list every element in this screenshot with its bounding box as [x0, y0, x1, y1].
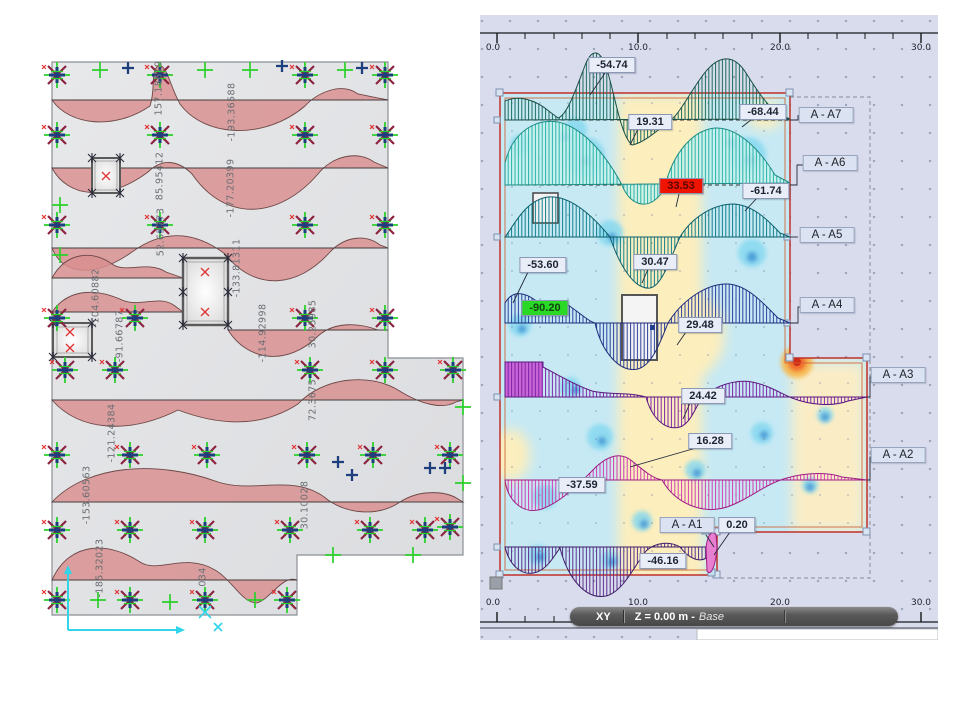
statusbar-divider: [784, 610, 786, 623]
moment-label: 72.3675: [307, 378, 319, 422]
result-value: -54.74: [588, 57, 636, 73]
statusbar-divider: [622, 610, 625, 623]
section-label-A4: A - A4: [799, 297, 855, 313]
result-value: -37.59: [558, 477, 606, 493]
result-value: -68.44: [739, 104, 787, 120]
moment-label-partial: 034: [197, 567, 209, 587]
leader-lines: [512, 72, 872, 556]
slab-openings: [48, 152, 233, 363]
result-value: -61.74: [742, 183, 790, 199]
section-label-A2: A - A2: [870, 447, 926, 463]
diagram-A6: [504, 120, 791, 205]
moment-label: 30.10028: [299, 480, 311, 530]
result-value: 19.31: [628, 114, 672, 130]
diagram-A1-spike: [705, 531, 718, 573]
result-value: 0.20: [718, 517, 756, 533]
diagram-A2: [504, 455, 868, 511]
result-value: 16.28: [688, 433, 732, 449]
selection-dashed-rect: [717, 96, 871, 579]
ruler-top-label: 0.0: [485, 43, 501, 53]
moment-label: -177.20399: [225, 158, 237, 218]
moment-plan-drawing: [40, 58, 472, 634]
beam-lines: [52, 99, 463, 581]
ruler-top-label: 10.0: [627, 43, 649, 53]
ruler-bottom-label: 0.0: [485, 598, 501, 608]
moment-label: 30.25985: [307, 299, 319, 349]
moment-label: -121.24384: [106, 403, 118, 463]
moment-label: -185.32023: [94, 538, 106, 598]
view-statusbar[interactable]: XY Z = 0.00 m - Base: [570, 607, 898, 626]
story-name[interactable]: Base: [698, 610, 724, 623]
result-value-max: 33.53: [659, 178, 703, 194]
moment-label: -91.66787: [114, 309, 126, 363]
ruler-bottom-label: 20.0: [769, 598, 791, 608]
section-diagrams: [503, 52, 868, 597]
axis-triad: [64, 565, 223, 634]
diagram-A5: [503, 196, 791, 289]
diagram-A7: [504, 52, 791, 146]
ruler-top: [480, 32, 938, 43]
result-value: 29.48: [678, 317, 722, 333]
contour-drawing: [480, 32, 938, 640]
panel-bottom-edge: [480, 627, 938, 640]
moment-label: -153.60563: [81, 465, 93, 525]
moment-label: 52.63773: [155, 207, 167, 257]
diagram-A3: [504, 361, 868, 429]
moment-label: -104.60882: [90, 268, 102, 328]
section-label-A3: A - A3: [870, 367, 926, 383]
ruler-bottom-label: 30.0: [910, 598, 932, 608]
result-value: 30.47: [633, 254, 677, 270]
moment-label: 85.95412: [154, 151, 166, 201]
moment-label: -133.81311: [231, 238, 243, 298]
contour-panel[interactable]: 0.0 10.0 20.0 30.0 0.0 10.0 20.0 30.0 -5…: [480, 15, 938, 640]
result-value: -46.16: [639, 553, 687, 569]
section-label-A5: A - A5: [799, 227, 855, 243]
moment-label: -114.92998: [257, 303, 269, 363]
ruler-bottom-label: 10.0: [627, 598, 649, 608]
view-plane-button[interactable]: XY: [596, 610, 611, 623]
moment-plan-panel[interactable]: 157.18619 -193.36588 85.95412 -177.20399…: [0, 0, 480, 720]
result-value: -53.60: [519, 257, 567, 273]
ruler-top-label: 30.0: [910, 43, 932, 53]
result-value-min: -90.20: [521, 300, 569, 316]
result-value: 24.42: [681, 388, 725, 404]
h-scrollbar[interactable]: [696, 628, 938, 640]
section-label-A7: A - A7: [798, 107, 854, 123]
moment-diagrams: [50, 65, 465, 604]
moment-label: 157.18619: [153, 60, 165, 116]
ruler-top-label: 20.0: [769, 43, 791, 53]
z-level-button[interactable]: Z = 0.00 m -: [634, 610, 695, 623]
diagram-A1: [504, 542, 719, 597]
section-label-A1: A - A1: [659, 517, 715, 533]
section-label-A6: A - A6: [802, 155, 858, 171]
moment-label: -193.36588: [226, 82, 238, 142]
